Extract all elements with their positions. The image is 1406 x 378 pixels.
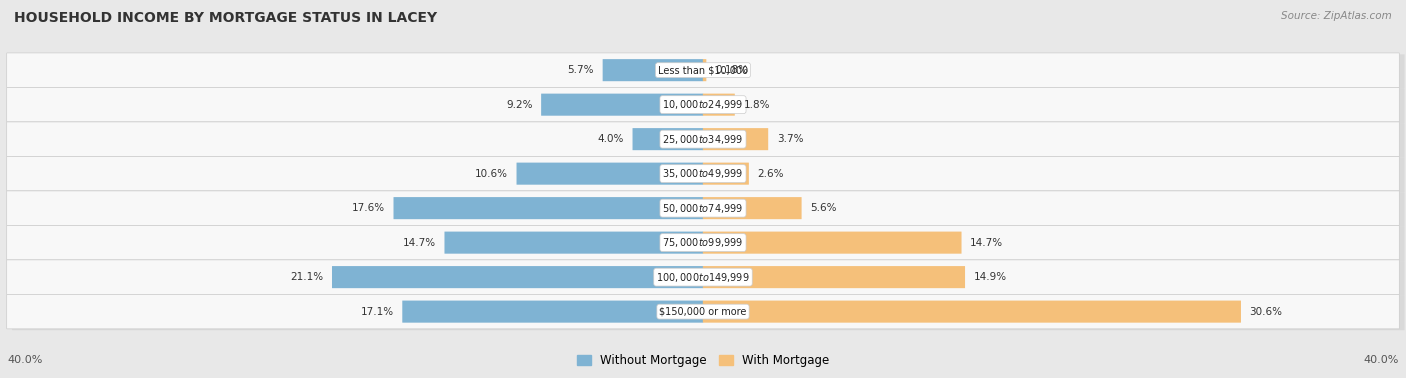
FancyBboxPatch shape	[332, 266, 703, 288]
FancyBboxPatch shape	[603, 59, 703, 81]
Text: 1.8%: 1.8%	[744, 100, 770, 110]
Text: 14.9%: 14.9%	[973, 272, 1007, 282]
Text: 14.7%: 14.7%	[402, 238, 436, 248]
Text: $35,000 to $49,999: $35,000 to $49,999	[662, 167, 744, 180]
Text: 14.7%: 14.7%	[970, 238, 1004, 248]
Text: 40.0%: 40.0%	[7, 355, 42, 365]
Text: 5.7%: 5.7%	[568, 65, 593, 75]
FancyBboxPatch shape	[11, 296, 1405, 330]
Text: $75,000 to $99,999: $75,000 to $99,999	[662, 236, 744, 249]
Text: 5.6%: 5.6%	[810, 203, 837, 213]
Text: 2.6%: 2.6%	[758, 169, 785, 179]
FancyBboxPatch shape	[394, 197, 703, 219]
Text: 3.7%: 3.7%	[778, 134, 803, 144]
FancyBboxPatch shape	[7, 156, 1399, 191]
Text: Source: ZipAtlas.com: Source: ZipAtlas.com	[1281, 11, 1392, 21]
FancyBboxPatch shape	[11, 261, 1405, 296]
FancyBboxPatch shape	[402, 301, 703, 323]
FancyBboxPatch shape	[703, 301, 1241, 323]
Text: 10.6%: 10.6%	[475, 169, 508, 179]
FancyBboxPatch shape	[633, 128, 703, 150]
FancyBboxPatch shape	[7, 122, 1399, 156]
FancyBboxPatch shape	[703, 232, 962, 254]
Text: 21.1%: 21.1%	[290, 272, 323, 282]
FancyBboxPatch shape	[11, 54, 1405, 89]
FancyBboxPatch shape	[11, 158, 1405, 192]
Text: 17.1%: 17.1%	[360, 307, 394, 317]
FancyBboxPatch shape	[11, 89, 1405, 123]
FancyBboxPatch shape	[703, 59, 706, 81]
FancyBboxPatch shape	[703, 94, 735, 116]
FancyBboxPatch shape	[703, 266, 965, 288]
Text: $25,000 to $34,999: $25,000 to $34,999	[662, 133, 744, 146]
FancyBboxPatch shape	[7, 53, 1399, 87]
Text: $10,000 to $24,999: $10,000 to $24,999	[662, 98, 744, 111]
Text: 4.0%: 4.0%	[598, 134, 624, 144]
FancyBboxPatch shape	[11, 192, 1405, 227]
Text: $150,000 or more: $150,000 or more	[659, 307, 747, 317]
FancyBboxPatch shape	[11, 227, 1405, 261]
Text: $100,000 to $149,999: $100,000 to $149,999	[657, 271, 749, 284]
Text: 0.18%: 0.18%	[716, 65, 748, 75]
Text: 17.6%: 17.6%	[352, 203, 385, 213]
Text: 9.2%: 9.2%	[506, 100, 533, 110]
FancyBboxPatch shape	[7, 260, 1399, 294]
Text: 30.6%: 30.6%	[1250, 307, 1282, 317]
FancyBboxPatch shape	[541, 94, 703, 116]
Legend: Without Mortgage, With Mortgage: Without Mortgage, With Mortgage	[572, 350, 834, 372]
Text: $50,000 to $74,999: $50,000 to $74,999	[662, 201, 744, 215]
Text: 40.0%: 40.0%	[1364, 355, 1399, 365]
FancyBboxPatch shape	[444, 232, 703, 254]
FancyBboxPatch shape	[7, 294, 1399, 329]
FancyBboxPatch shape	[516, 163, 703, 185]
FancyBboxPatch shape	[7, 191, 1399, 225]
Text: HOUSEHOLD INCOME BY MORTGAGE STATUS IN LACEY: HOUSEHOLD INCOME BY MORTGAGE STATUS IN L…	[14, 11, 437, 25]
FancyBboxPatch shape	[703, 128, 768, 150]
FancyBboxPatch shape	[703, 163, 749, 185]
FancyBboxPatch shape	[7, 225, 1399, 260]
FancyBboxPatch shape	[11, 123, 1405, 158]
FancyBboxPatch shape	[703, 197, 801, 219]
Text: Less than $10,000: Less than $10,000	[658, 65, 748, 75]
FancyBboxPatch shape	[7, 87, 1399, 122]
